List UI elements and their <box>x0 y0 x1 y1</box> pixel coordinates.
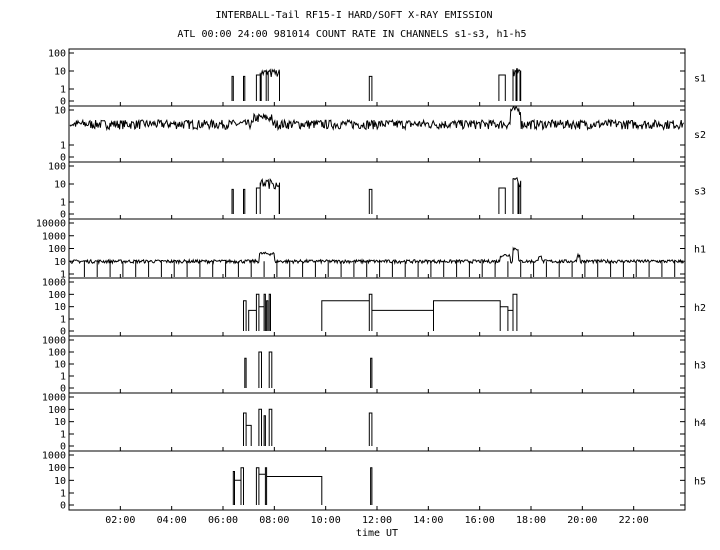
x-tick-label: 14:00 <box>413 515 443 526</box>
x-tick-label: 20:00 <box>567 515 597 526</box>
series-s1 <box>231 67 522 101</box>
series-h4 <box>243 408 373 446</box>
x-axis: 02:00 04:00 06:00 08:00 10:00 12:00 14:00 16:00… <box>105 515 648 526</box>
y-tick-label-s2: 10 <box>54 106 66 117</box>
panel-frame-s2 <box>68 105 686 163</box>
panel-frame-h2 <box>68 277 686 337</box>
y-tick-label-h4: 1 <box>60 430 66 441</box>
panel-frame-h3 <box>68 335 686 394</box>
x-tick-label: 06:00 <box>208 515 238 526</box>
x-tick-label: 12:00 <box>362 515 392 526</box>
panel-frame-h4 <box>68 392 686 452</box>
series-h3 <box>244 351 373 388</box>
y-tick-label-s2: 0 <box>60 153 66 164</box>
channel-label-s3: s3 <box>694 187 706 198</box>
channel-label-h5: h5 <box>694 477 706 488</box>
x-tick-label: 22:00 <box>619 515 649 526</box>
y-tick-label-s1: 10 <box>54 67 66 78</box>
series-s3 <box>231 177 522 214</box>
panel-frame-s1 <box>68 48 686 107</box>
channel-label-h4: h4 <box>694 418 706 429</box>
channel-label-s2: s2 <box>694 130 706 141</box>
y-tick-label-s1: 100 <box>48 49 66 60</box>
y-tick-label-h1: 1 <box>60 270 66 281</box>
y-tick-label-h1: 100 <box>48 244 66 255</box>
series-h5 <box>232 467 373 505</box>
y-tick-label-s1: 0 <box>60 97 66 108</box>
y-tick-label-h3: 10 <box>54 360 66 371</box>
channel-label-h3: h3 <box>694 361 706 372</box>
y-tick-label-h1: 10 <box>54 257 66 268</box>
y-tick-label-h2: 1 <box>60 315 66 326</box>
x-tick-label: 18:00 <box>516 515 546 526</box>
y-tick-label-h4: 0 <box>60 442 66 453</box>
y-tick-label-s3: 100 <box>48 162 66 173</box>
y-tick-label-h5: 1000 <box>42 451 66 462</box>
series-h1 <box>69 246 684 277</box>
y-tick-label-h3: 1 <box>60 372 66 383</box>
x-tick-label: 02:00 <box>105 515 135 526</box>
y-tick-label-h2: 0 <box>60 327 66 338</box>
x-axis-label: time UT <box>356 528 398 539</box>
y-tick-label-s2: 1 <box>60 141 66 152</box>
y-tick-label-s3: 0 <box>60 210 66 221</box>
y-tick-label-h4: 100 <box>48 405 66 416</box>
channel-label-h1: h1 <box>694 245 706 256</box>
x-tick-label: 10:00 <box>311 515 341 526</box>
panel-frame-s3 <box>68 161 686 220</box>
panel-s1: 100 10 10 s1 <box>48 48 706 108</box>
y-tick-label-h2: 100 <box>48 290 66 301</box>
y-tick-label-s1: 1 <box>60 85 66 96</box>
y-tick-label-s3: 10 <box>54 180 66 191</box>
y-tick-label-h4: 10 <box>54 417 66 428</box>
y-tick-label-h2: 1000 <box>42 278 66 289</box>
x-tick-label: 08:00 <box>259 515 289 526</box>
channel-label-s1: s1 <box>694 74 706 85</box>
y-tick-label-h1: 10000 <box>36 219 66 230</box>
chart-title: INTERBALL-Tail RF15-I HARD/SOFT X-RAY EM… <box>216 10 493 21</box>
y-tick-label-h5: 10 <box>54 476 66 487</box>
y-tick-label-h5: 1 <box>60 489 66 500</box>
channel-label-h2: h2 <box>694 303 706 314</box>
panel-frame-h5 <box>68 450 686 511</box>
y-tick-label-h3: 100 <box>48 348 66 359</box>
series-h2 <box>243 293 518 331</box>
y-tick-label-h3: 0 <box>60 384 66 395</box>
y-tick-label-h1: 1000 <box>42 231 66 242</box>
y-tick-label-h2: 10 <box>54 302 66 313</box>
y-tick-label-h3: 1000 <box>42 336 66 347</box>
chart-subtitle: ATL 00:00 24:00 981014 COUNT RATE IN CHA… <box>177 29 526 40</box>
y-tick-label-h5: 100 <box>48 463 66 474</box>
panels-group: 1001010s11010s21001010s3100001000100101h… <box>36 48 706 512</box>
x-tick-label: 04:00 <box>157 515 187 526</box>
y-tick-label-s3: 1 <box>60 198 66 209</box>
y-tick-label-h4: 1000 <box>42 393 66 404</box>
panel-s2: 10 10 s2 <box>54 105 706 164</box>
series-s2 <box>69 106 684 132</box>
x-tick-label: 16:00 <box>465 515 495 526</box>
y-tick-label-h5: 0 <box>60 501 66 512</box>
panel-s3: 100 10 10 s3 <box>48 161 706 221</box>
